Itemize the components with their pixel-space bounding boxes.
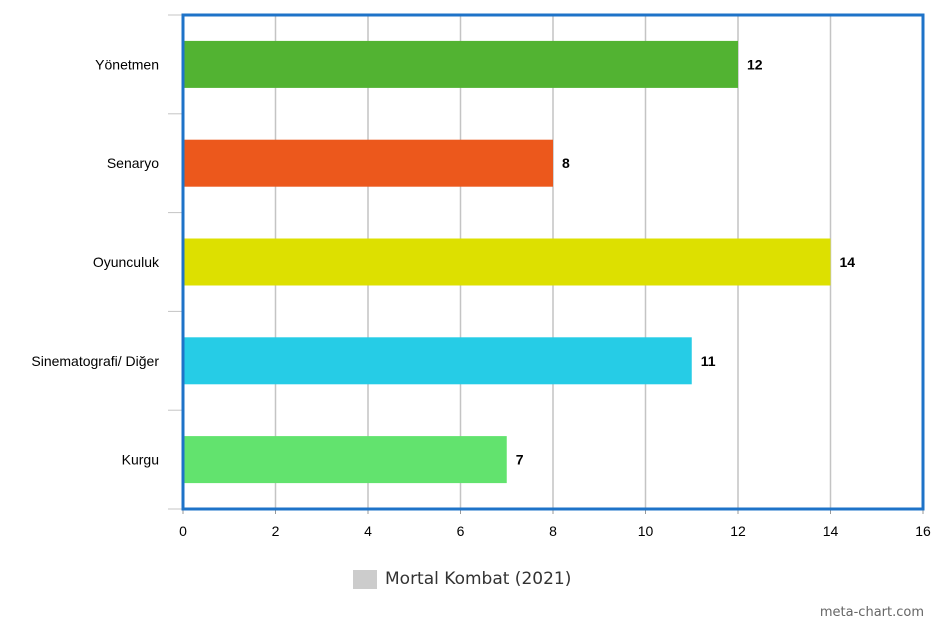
bar <box>183 139 553 187</box>
bars <box>183 40 831 484</box>
category-label: Oyunculuk <box>93 254 160 270</box>
bar <box>183 238 831 286</box>
value-labels: 12 8 14 11 7 <box>516 56 856 467</box>
bar <box>183 337 692 385</box>
legend-label: Mortal Kombat (2021) <box>385 569 572 589</box>
x-tick-label: 16 <box>915 523 931 539</box>
x-tick-label: 14 <box>823 523 839 539</box>
value-label: 12 <box>747 56 763 72</box>
category-label: Senaryo <box>107 155 159 171</box>
category-label: Yönetmen <box>95 56 159 72</box>
x-tick-label: 4 <box>364 523 372 539</box>
x-tick-label: 8 <box>549 523 557 539</box>
bar <box>183 436 507 484</box>
value-label: 8 <box>562 155 570 171</box>
x-tick-label: 12 <box>730 523 746 539</box>
category-labels: Yönetmen Senaryo Oyunculuk Sinematografi/ D… <box>31 56 160 467</box>
category-label: Kurgu <box>122 452 159 468</box>
value-label: 11 <box>701 353 716 369</box>
x-tick-label: 2 <box>272 523 280 539</box>
value-label: 7 <box>516 452 524 468</box>
x-axis: 0 2 4 6 8 10 12 14 16 <box>179 509 931 539</box>
x-tick-label: 6 <box>457 523 465 539</box>
legend-swatch <box>353 569 377 589</box>
value-label: 14 <box>840 254 856 270</box>
bar <box>183 40 738 88</box>
x-tick-label: 10 <box>638 523 654 539</box>
legend: Mortal Kombat (2021) <box>353 568 571 590</box>
x-tick-label: 0 <box>179 523 187 539</box>
credit-text[interactable]: meta-chart.com <box>819 605 924 620</box>
category-label: Sinematografi/ Diğer <box>31 353 159 369</box>
plot-frame <box>181 13 925 511</box>
